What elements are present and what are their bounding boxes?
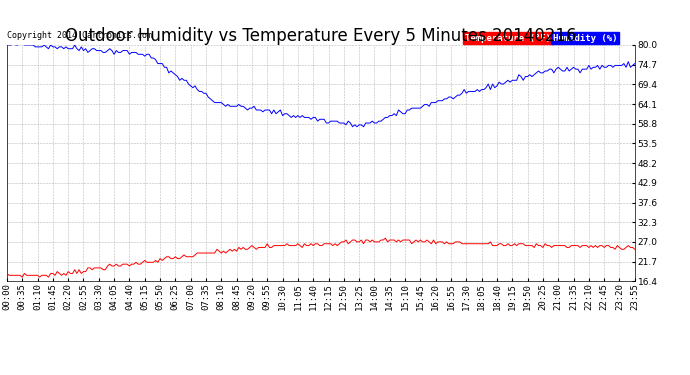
Text: Temperature (°F): Temperature (°F) xyxy=(465,34,551,43)
Text: Humidity (%): Humidity (%) xyxy=(553,34,618,43)
Title: Outdoor Humidity vs Temperature Every 5 Minutes 20140216: Outdoor Humidity vs Temperature Every 5 … xyxy=(65,27,577,45)
Text: Copyright 2014 Cartronics.com: Copyright 2014 Cartronics.com xyxy=(7,31,152,40)
